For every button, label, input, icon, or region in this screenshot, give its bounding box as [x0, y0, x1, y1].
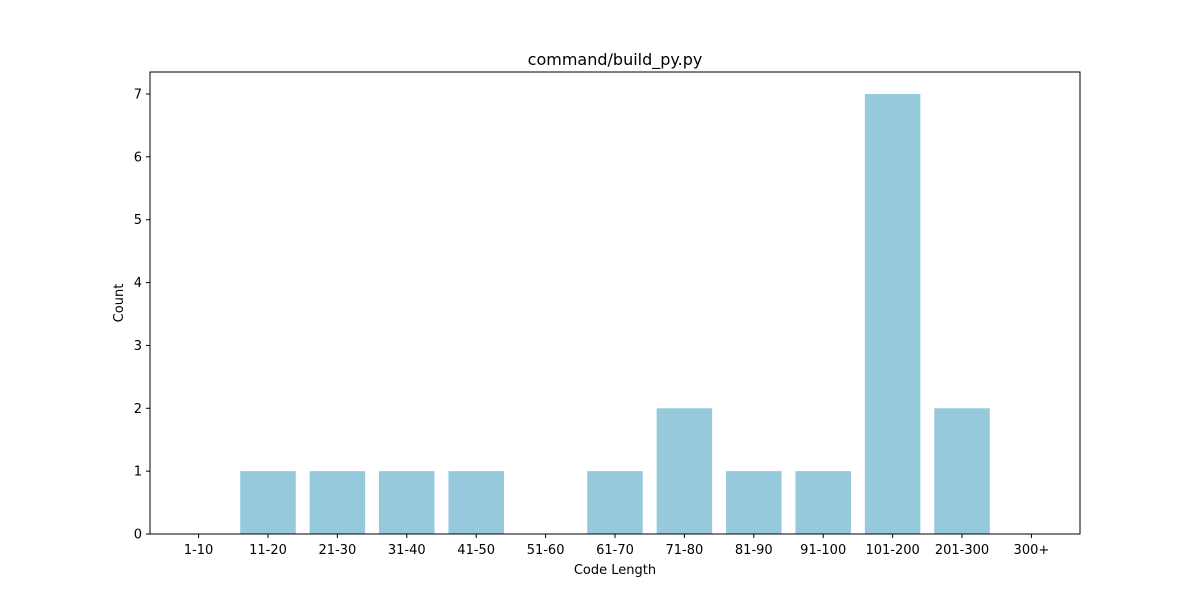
x-tick-label: 61-70 — [596, 543, 634, 558]
bar-61-70 — [587, 471, 643, 534]
bar-21-30 — [309, 471, 366, 534]
x-tick-label: 31-40 — [388, 543, 426, 558]
y-tick-label: 3 — [134, 339, 142, 354]
x-axis-label: Code Length — [574, 563, 656, 578]
x-tick-label: 21-30 — [318, 543, 356, 558]
bar-11-20 — [240, 471, 296, 534]
y-axis-ticks: 0 1 2 3 4 5 6 7 — [134, 88, 150, 543]
x-tick-label: 51-60 — [527, 543, 565, 558]
x-tick-label: 41-50 — [457, 543, 495, 558]
x-tick-label: 91-100 — [800, 543, 846, 558]
y-tick-label: 2 — [134, 402, 142, 417]
bar-81-90 — [726, 471, 782, 534]
y-tick-label: 5 — [134, 213, 142, 228]
x-tick-label: 1-10 — [184, 543, 214, 558]
bar-201-300 — [934, 408, 990, 534]
bar-91-100 — [795, 471, 851, 534]
y-tick-label: 0 — [134, 528, 142, 543]
x-tick-label: 71-80 — [666, 543, 704, 558]
x-axis-ticks: 1-10 11-20 21-30 31-40 41-50 51-60 61-70 71-80 8… — [184, 534, 1049, 558]
plot-frame — [149, 71, 1081, 535]
chart-title: command/build_py.py — [528, 50, 703, 70]
bar-71-80 — [656, 408, 713, 534]
x-tick-label: 11-20 — [249, 543, 287, 558]
bar-31-40 — [379, 471, 435, 534]
x-tick-label: 101-200 — [865, 543, 919, 558]
x-tick-label: 300+ — [1014, 543, 1050, 558]
y-tick-label: 7 — [134, 88, 142, 103]
x-tick-label: 201-300 — [935, 543, 989, 558]
y-tick-label: 1 — [134, 465, 142, 480]
y-tick-label: 4 — [134, 276, 142, 291]
y-axis-label: Count — [112, 284, 127, 323]
bar-41-50 — [448, 471, 504, 534]
bar-101-200 — [864, 94, 921, 534]
x-tick-label: 81-90 — [735, 543, 773, 558]
y-tick-label: 6 — [134, 150, 142, 165]
bars-layer — [240, 94, 990, 534]
